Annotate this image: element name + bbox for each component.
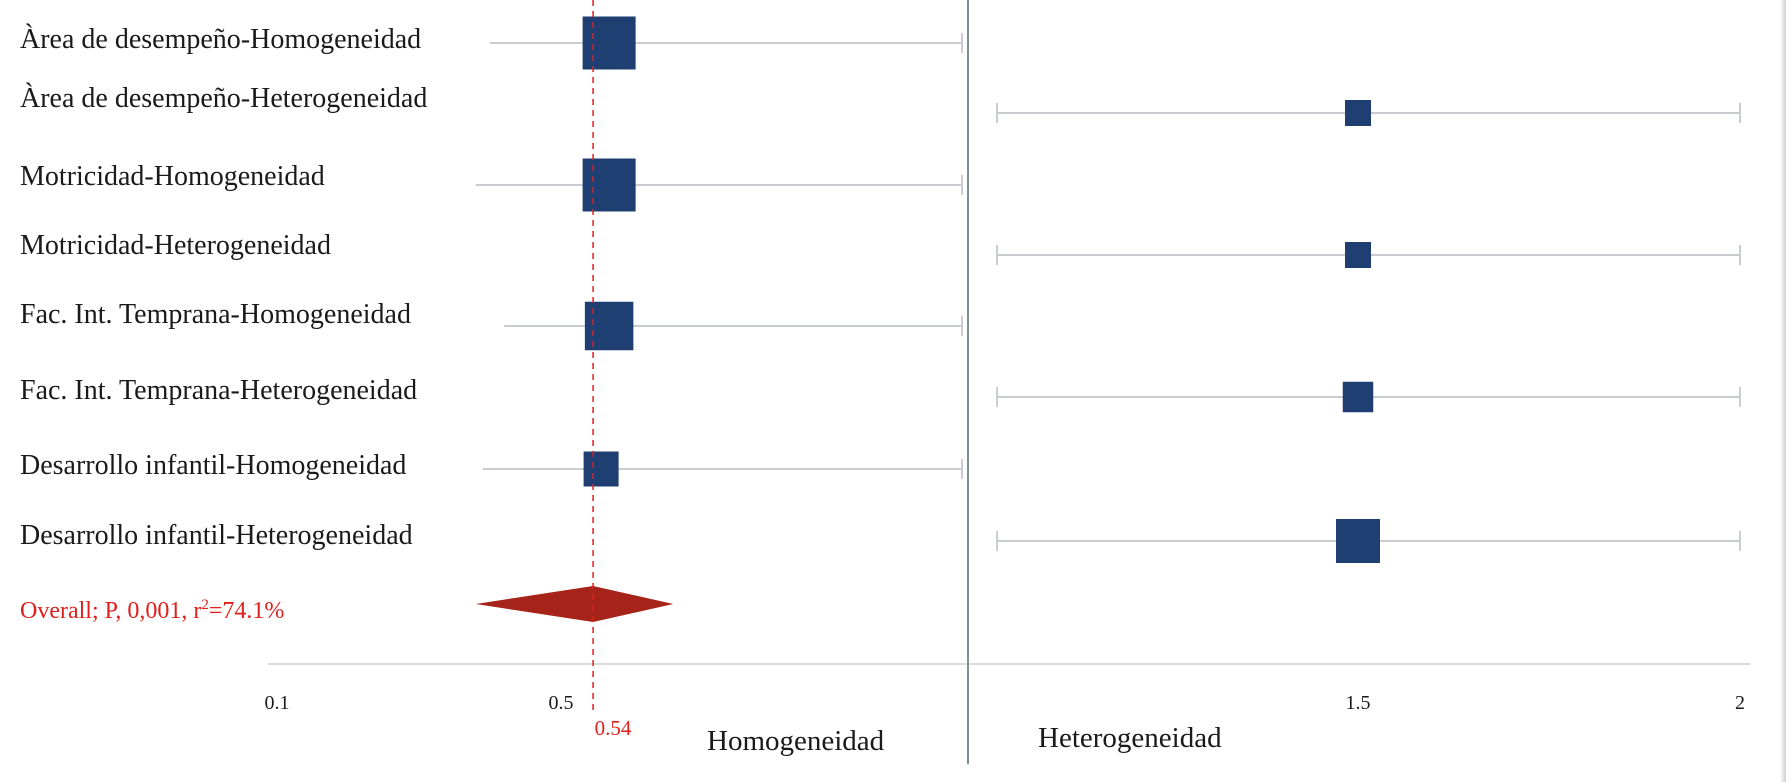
right-edge-shadow [1780, 0, 1786, 782]
row-label: Desarrollo infantil-Heterogeneidad [20, 520, 413, 551]
row-label: Motricidad-Heterogeneidad [20, 230, 331, 261]
effect-size-marker [582, 158, 636, 212]
x-tick-label: 1.5 [1345, 692, 1371, 714]
overall-label-superscript: 2 [201, 597, 209, 613]
effect-size-marker [1345, 100, 1371, 126]
heterogeneidad-side-label: Heterogeneidad [1038, 722, 1222, 754]
overall-label-suffix: =74.1% [208, 598, 285, 624]
overall-label: Overall; P, 0,001, r2=74.1% [20, 597, 284, 625]
row-label: Desarrollo infantil-Homogeneidad [20, 450, 407, 481]
overall-label-prefix: Overall; P, 0,001, r [20, 598, 202, 624]
reference-value-label: 0.54 [594, 716, 632, 740]
x-tick-label: 0.1 [264, 692, 290, 714]
effect-size-marker [584, 301, 634, 351]
row-label: Àrea de desempeño-Heterogeneidad [20, 83, 428, 114]
effect-size-marker [1345, 242, 1371, 268]
effect-size-marker [1342, 381, 1374, 413]
row-label: Fac. Int. Temprana-Heterogeneidad [20, 375, 418, 406]
effect-size-marker [582, 16, 636, 70]
x-tick-label: 2 [1735, 692, 1745, 714]
row-label: Fac. Int. Temprana-Homogeneidad [20, 299, 411, 330]
row-label: Motricidad-Homogeneidad [20, 161, 325, 192]
x-tick-label: 0.5 [548, 692, 574, 714]
effect-size-marker [583, 451, 619, 487]
row-label: Àrea de desempeño-Homogeneidad [20, 24, 422, 55]
homogeneidad-side-label: Homogeneidad [707, 725, 885, 757]
effect-size-marker [1336, 519, 1380, 563]
overall-diamond [475, 586, 674, 622]
